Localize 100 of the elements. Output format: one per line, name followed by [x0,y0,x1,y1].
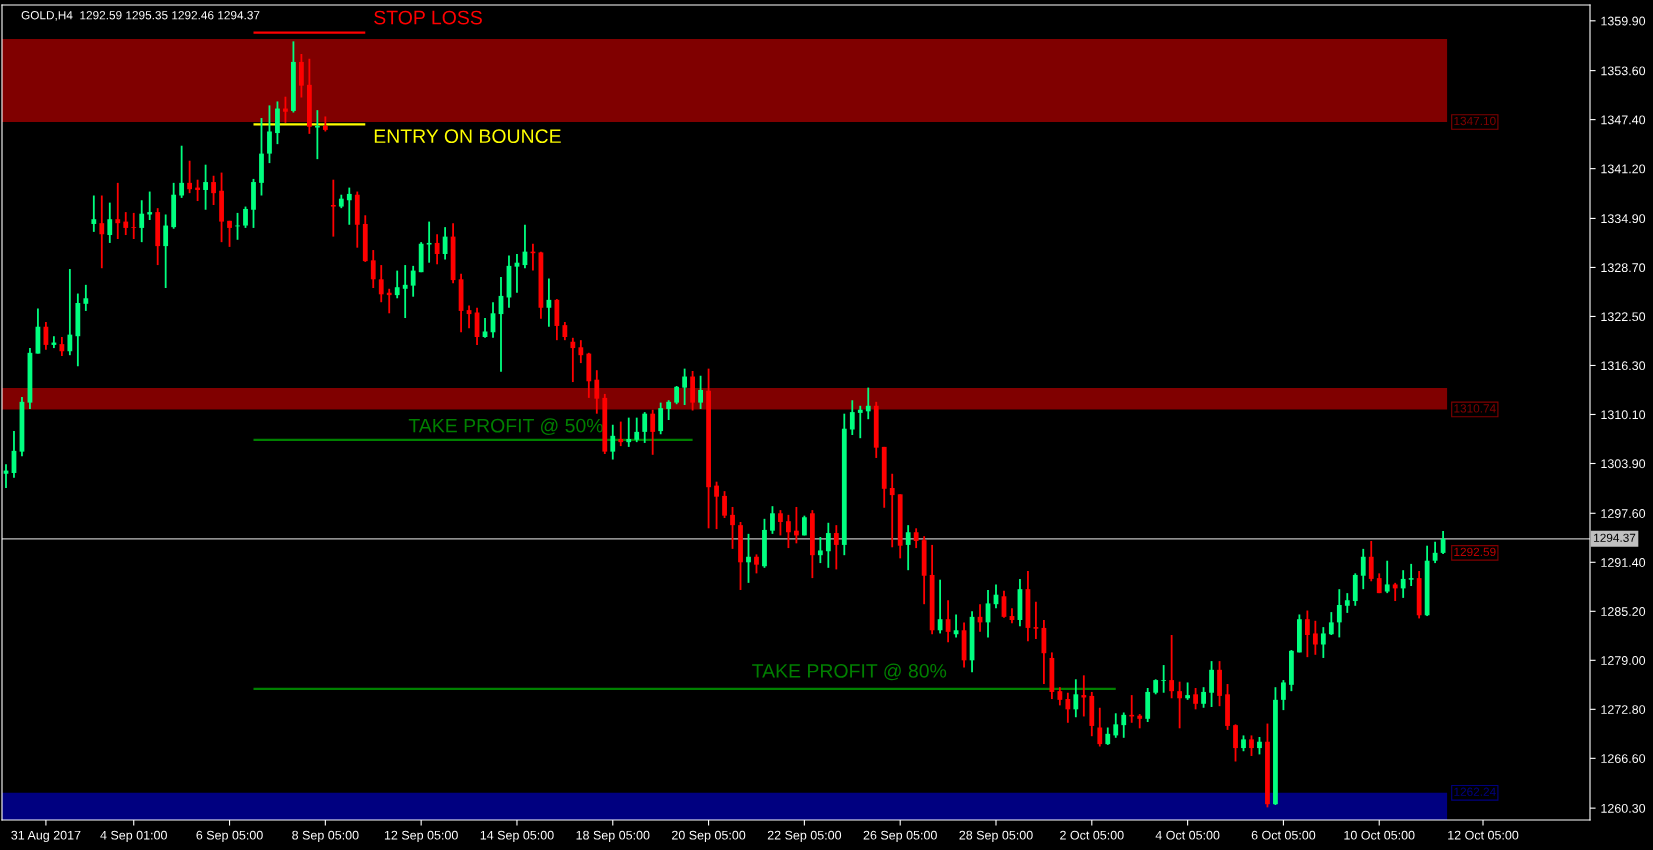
chart-title: GOLD,H4 1292.59 1295.35 1292.46 1294.37 [21,11,260,21]
x-tick-label: 12 Sep 05:00 [384,830,458,843]
x-tick-label: 12 Oct 05:00 [1448,830,1519,840]
candlestick [83,283,89,312]
candlestick [594,369,600,415]
x-tick-label: 4 Sep 01:00 [100,830,167,843]
candlestick [634,416,640,444]
y-tick-label: 1353.60 [1601,66,1646,76]
candlestick [1177,680,1183,730]
candlestick [1113,712,1119,739]
series-label: TAKE PROFIT @ 80% [752,663,947,681]
candlestick [562,321,568,342]
candlestick [1097,706,1103,748]
x-tick-label: 6 Oct 05:00 [1251,830,1316,840]
candlestick [442,226,448,261]
candlestick [1408,562,1414,587]
candlestick [770,505,775,535]
x-tick-label: 31 Aug 2017 [11,830,81,843]
candlestick [865,386,871,421]
candlestick [330,178,336,238]
candlestick [187,159,193,195]
candlestick [123,211,129,236]
annotation: 1292.59 [1454,547,1496,557]
ref-line-label: 1294.37 [1594,533,1636,542]
y-tick-label: 1272.80 [1601,705,1646,714]
x-tick-label: 10 Oct 05:00 [1344,830,1415,840]
candlestick [163,213,169,289]
band-label: 1347.10 [1454,116,1496,126]
candlestick [139,199,145,244]
y-tick-label: 1347.40 [1601,115,1646,125]
candlestick [426,220,432,264]
candlestick [746,532,751,584]
candlestick [1392,581,1398,602]
candlestick [1368,540,1374,583]
candlestick [1209,660,1214,708]
candlestick [1360,547,1366,591]
y-tick-label: 1297.60 [1601,509,1646,518]
y-tick-label: 1310.10 [1601,410,1646,420]
candlestick [299,53,304,99]
candlestick [267,104,272,165]
candlestick [833,524,839,571]
candlestick [825,521,831,569]
candlestick [1073,678,1079,719]
candlestick [1161,664,1167,694]
candlestick [107,201,113,244]
candlestick [578,339,584,364]
candlestick [227,219,232,248]
candlestick [722,490,727,519]
candlestick [243,205,248,229]
candlestick [1169,634,1175,700]
candlestick [650,408,656,456]
candlestick [147,190,153,221]
candlestick [346,186,352,226]
candlestick [1281,679,1286,712]
candlestick [394,269,400,300]
candlestick [131,211,137,240]
candlestick [889,472,895,549]
candlestick [786,513,791,549]
y-tick-label: 1322.50 [1601,312,1646,322]
candlestick [59,336,65,357]
candlestick [817,536,823,564]
candlestick [610,423,616,461]
candlestick [754,553,759,575]
x-tick-label: 22 Sep 05:00 [767,830,842,843]
candlestick [179,144,185,199]
candlestick [1344,592,1350,614]
candlestick [1320,626,1326,659]
candlestick [434,233,440,266]
candlestick [402,264,408,319]
candlestick [283,95,288,124]
candlestick [211,174,216,206]
y-tick-label: 1328.70 [1601,263,1646,273]
candlestick [378,264,384,304]
y-tick-label: 1291.40 [1601,558,1646,567]
x-tick-label: 4 Oct 05:00 [1155,830,1220,840]
candlestick [67,268,73,357]
x-tick-label: 6 Sep 05:00 [196,830,263,843]
candlestick [730,506,735,550]
band-label: 1310.74 [1454,404,1496,413]
candlestick [714,480,719,531]
candlestick [195,178,200,202]
candlestick [410,264,416,298]
candlestick [666,399,672,421]
candlestick [115,181,121,240]
x-tick-label: 28 Sep 05:00 [959,830,1033,843]
candlestick [1233,723,1238,763]
candlestick [386,287,392,315]
x-tick-label: 8 Sep 05:00 [292,830,359,843]
candlestick [1312,619,1318,656]
candlestick [203,163,208,211]
x-tick-label: 14 Sep 05:00 [480,830,554,843]
x-tick-label: 26 Sep 05:00 [863,830,937,843]
candlestick [1193,687,1198,711]
candlestick [626,416,632,448]
candlestick [1185,681,1191,701]
candlestick [1081,674,1087,718]
x-tick-label: 18 Sep 05:00 [576,830,650,843]
candlestick [698,374,703,410]
candlestick [658,401,664,436]
candlestick [1384,559,1390,595]
